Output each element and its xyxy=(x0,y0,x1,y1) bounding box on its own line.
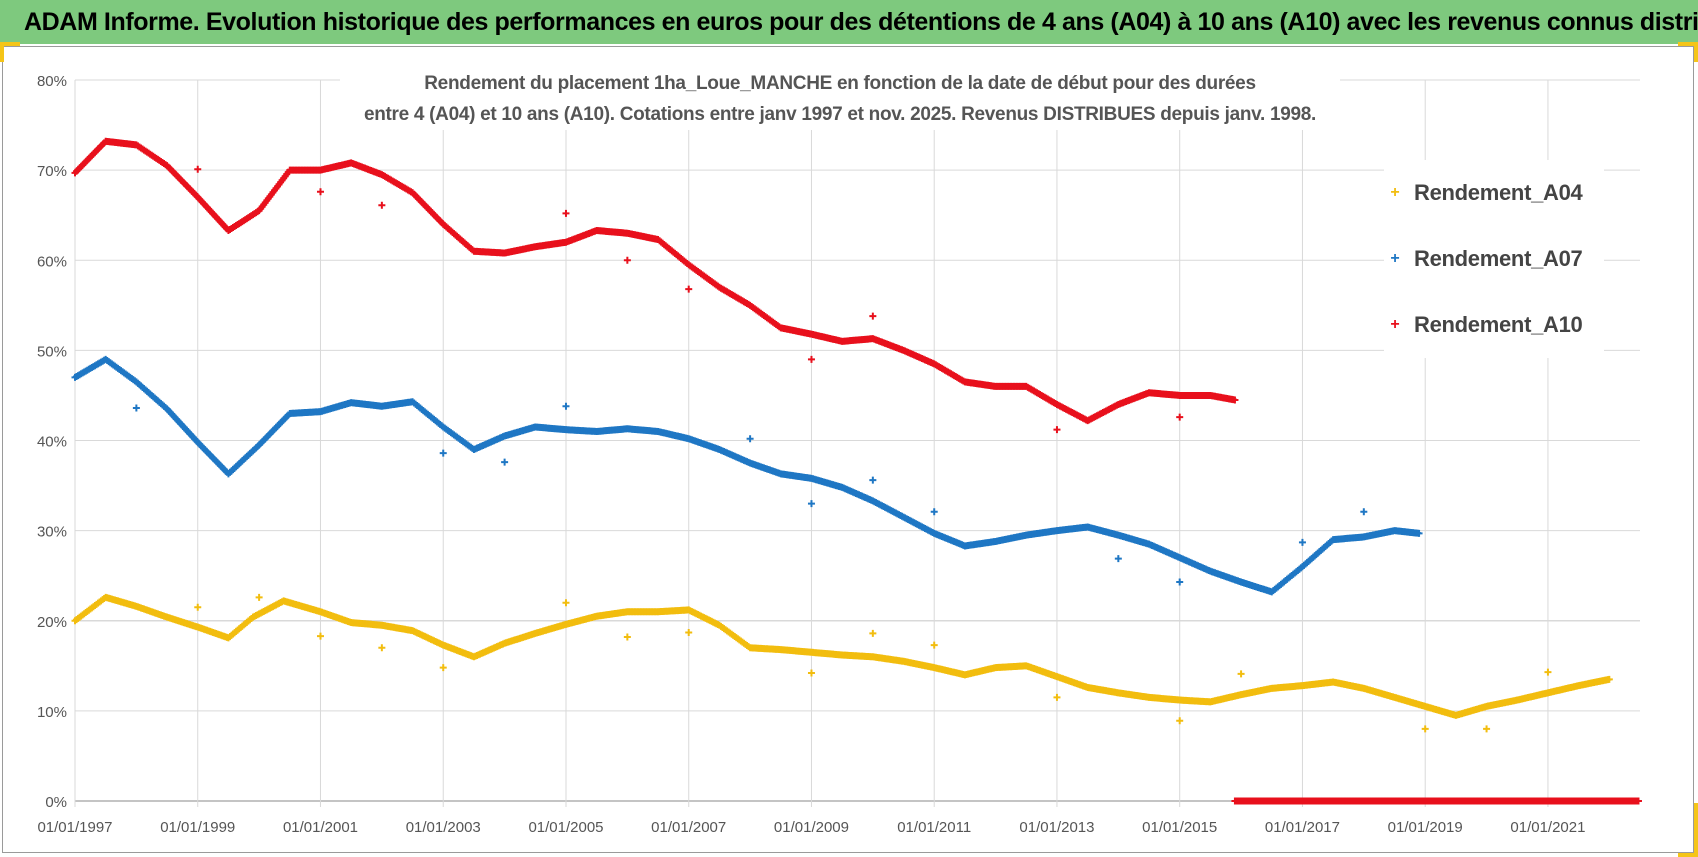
outlier-Rendement_A04 xyxy=(869,629,877,637)
outlier-Rendement_A07 xyxy=(132,404,140,412)
outlier-Rendement_A04 xyxy=(1544,668,1552,676)
outlier-Rendement_A10 xyxy=(869,312,877,320)
x-tick-label: 01/01/2013 xyxy=(1019,819,1094,836)
legend-item-a04: + Rendement_A04 xyxy=(1384,160,1604,226)
outlier-Rendement_A07 xyxy=(746,435,754,443)
outlier-Rendement_A04 xyxy=(685,628,693,636)
y-tick-label: 30% xyxy=(37,524,67,541)
y-tick-label: 10% xyxy=(37,704,67,721)
zero-point-Rendement_A10 xyxy=(1634,797,1642,805)
chart-title-line-1: Rendement du placement 1ha_Loue_MANCHE e… xyxy=(424,73,1256,94)
x-tick-label: 01/01/2007 xyxy=(651,819,726,836)
legend-item-a07: + Rendement_A07 xyxy=(1384,226,1604,292)
legend-label-a10: Rendement_A10 xyxy=(1414,312,1583,337)
chart-frame xyxy=(2,46,1694,853)
y-tick-label: 0% xyxy=(45,794,67,811)
chart-title: Rendement du placement 1ha_Loue_MANCHE e… xyxy=(340,68,1340,130)
outlier-Rendement_A04 xyxy=(378,644,386,652)
y-tick-label: 70% xyxy=(37,163,67,180)
y-tick-label: 20% xyxy=(37,614,67,631)
x-tick-label: 01/01/2021 xyxy=(1510,819,1585,836)
x-tick-label: 01/01/1999 xyxy=(160,819,235,836)
outlier-Rendement_A07 xyxy=(930,508,938,516)
outlier-Rendement_A07 xyxy=(562,402,570,410)
y-axis-ticks: 0% 10% 20% 30% 40% 50% 60% 70% 80% xyxy=(37,73,67,811)
x-tick-label: 01/01/2001 xyxy=(283,819,358,836)
x-tick-label: 01/01/1997 xyxy=(37,819,112,836)
outlier-Rendement_A04 xyxy=(623,633,631,641)
outlier-Rendement_A10 xyxy=(194,165,202,173)
outlier-Rendement_A10 xyxy=(378,201,386,209)
point-Rendement_A04 xyxy=(1605,675,1613,683)
outlier-Rendement_A07 xyxy=(1298,538,1306,546)
x-tick-label: 01/01/2003 xyxy=(406,819,481,836)
frame-corner-bottom-right xyxy=(1678,803,1698,857)
chart-legend: + Rendement_A04 + Rendement_A07 + Rendem… xyxy=(1384,160,1604,358)
outlier-Rendement_A04 xyxy=(1053,693,1061,701)
legend-item-a10: + Rendement_A10 xyxy=(1384,292,1604,358)
x-axis-ticks: 01/01/1997 01/01/1999 01/01/2001 01/01/2003… xyxy=(37,819,1585,836)
x-tick-label: 01/01/2011 xyxy=(897,819,971,836)
outlier-Rendement_A04 xyxy=(1237,670,1245,678)
frame-corner-top-left xyxy=(0,42,20,62)
series-Rendement_A10 xyxy=(71,137,1642,805)
x-tick-label: 01/01/2019 xyxy=(1388,819,1463,836)
y-tick-label: 40% xyxy=(37,434,67,451)
outlier-Rendement_A07 xyxy=(439,449,447,457)
outlier-Rendement_A04 xyxy=(439,664,447,672)
x-tick-label: 01/01/2015 xyxy=(1142,819,1217,836)
outlier-Rendement_A10 xyxy=(316,188,324,196)
outlier-Rendement_A04 xyxy=(807,669,815,677)
chart-title-line-2: entre 4 (A04) et 10 ans (A10). Cotations… xyxy=(363,104,1317,125)
report-banner-title: ADAM Informe. Evolution historique des p… xyxy=(0,0,1698,44)
outlier-Rendement_A04 xyxy=(194,603,202,611)
outlier-Rendement_A07 xyxy=(1176,578,1184,586)
legend-marker-a07: + xyxy=(1390,250,1400,267)
outlier-Rendement_A04 xyxy=(1483,725,1491,733)
y-tick-label: 60% xyxy=(37,253,67,270)
outlier-Rendement_A07 xyxy=(807,500,815,508)
y-tick-label: 80% xyxy=(37,73,67,90)
x-tick-label: 01/01/2017 xyxy=(1265,819,1340,836)
legend-label-a07: Rendement_A07 xyxy=(1414,246,1583,271)
outlier-Rendement_A04 xyxy=(1176,717,1184,725)
chart-marks xyxy=(71,137,1642,805)
point-Rendement_A10 xyxy=(1231,396,1239,404)
outlier-Rendement_A10 xyxy=(623,256,631,264)
outlier-Rendement_A04 xyxy=(562,599,570,607)
legend-marker-a10: + xyxy=(1390,316,1400,333)
outlier-Rendement_A04 xyxy=(255,593,263,601)
legend-marker-a04: + xyxy=(1390,184,1400,201)
legend-label-a04: Rendement_A04 xyxy=(1414,180,1583,205)
outlier-Rendement_A04 xyxy=(930,641,938,649)
outlier-Rendement_A10 xyxy=(562,209,570,217)
series-Rendement_A07 xyxy=(71,355,1423,596)
outlier-Rendement_A10 xyxy=(1176,413,1184,421)
outlier-Rendement_A04 xyxy=(1421,725,1429,733)
y-tick-label: 50% xyxy=(37,343,67,360)
outlier-Rendement_A10 xyxy=(807,355,815,363)
x-tick-label: 01/01/2009 xyxy=(774,819,849,836)
outlier-Rendement_A07 xyxy=(1360,508,1368,516)
outlier-Rendement_A07 xyxy=(1114,555,1122,563)
point-Rendement_A07 xyxy=(1415,529,1423,537)
outlier-Rendement_A04 xyxy=(316,632,324,640)
outlier-Rendement_A10 xyxy=(685,285,693,293)
outlier-Rendement_A07 xyxy=(501,458,509,466)
outlier-Rendement_A07 xyxy=(869,476,877,484)
frame-corner-top-right xyxy=(1678,42,1698,62)
outlier-Rendement_A10 xyxy=(1053,426,1061,434)
series-Rendement_A04 xyxy=(71,593,1613,733)
x-tick-label: 01/01/2005 xyxy=(528,819,603,836)
